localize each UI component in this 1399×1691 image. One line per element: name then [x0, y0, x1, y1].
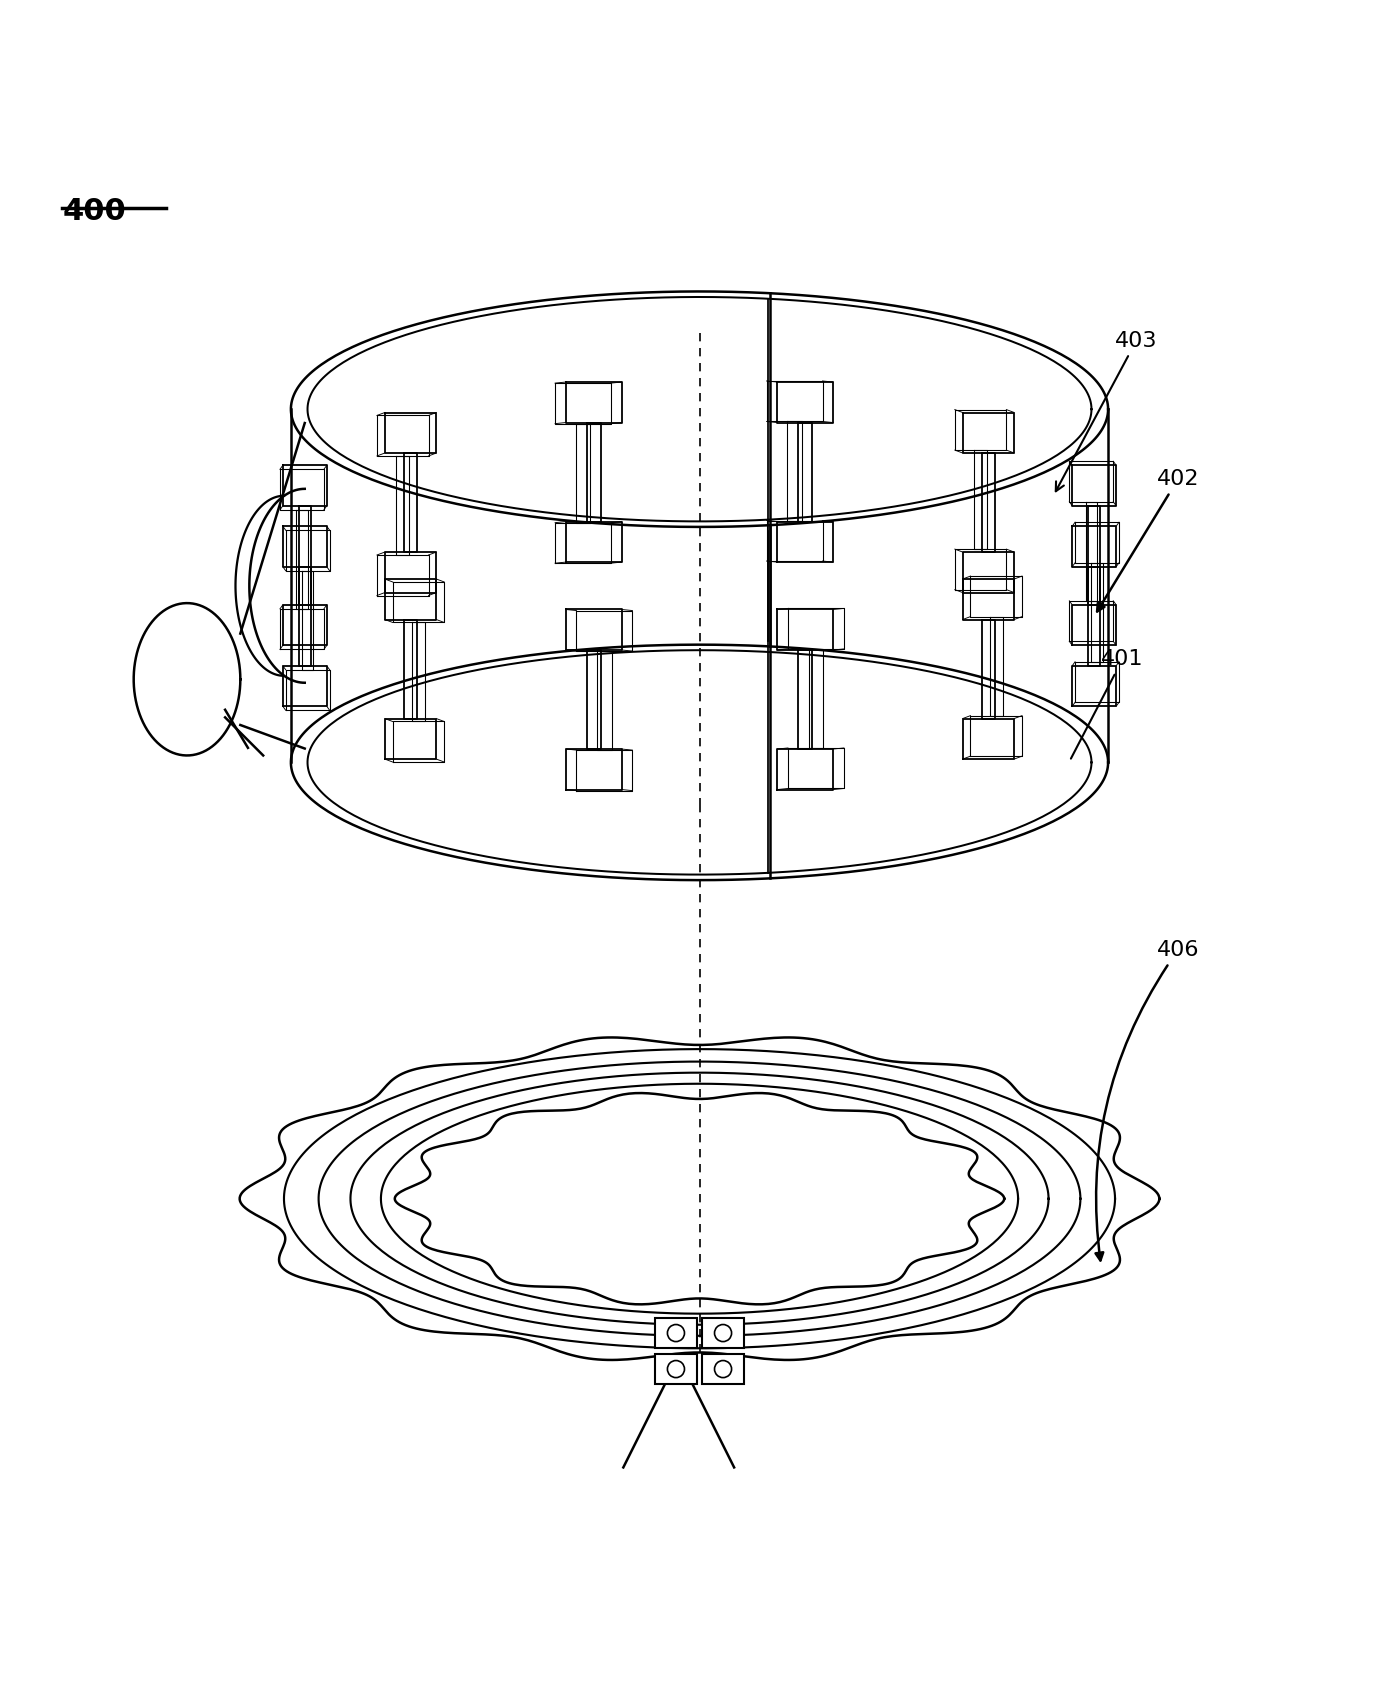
Bar: [702, 1317, 744, 1348]
Text: 402: 402: [1097, 470, 1199, 612]
Bar: [655, 1317, 697, 1348]
Bar: [702, 1354, 744, 1385]
Text: 401: 401: [1070, 649, 1143, 759]
Bar: [655, 1354, 697, 1385]
Text: 403: 403: [1056, 331, 1157, 492]
Text: 400: 400: [63, 198, 126, 227]
Text: 406: 406: [1095, 940, 1199, 1260]
